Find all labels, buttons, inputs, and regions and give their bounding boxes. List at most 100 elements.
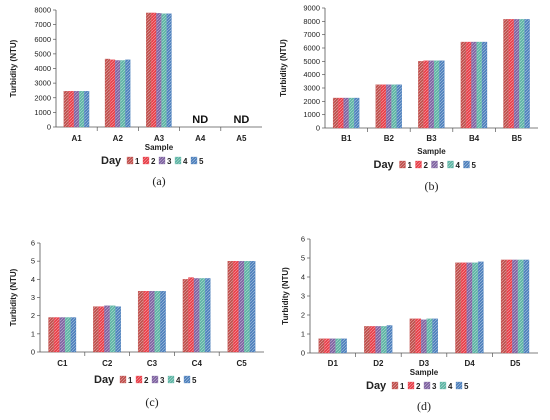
bar-B2-day-4 bbox=[391, 84, 397, 129]
y-tick-label: 5 bbox=[301, 254, 305, 263]
x-tick-label: D5 bbox=[510, 359, 521, 368]
bar-A1-day-4 bbox=[79, 91, 85, 128]
bar-C1-day-5 bbox=[70, 317, 77, 353]
bar-D5-day-5 bbox=[523, 259, 530, 354]
x-tick-label: A1 bbox=[71, 134, 82, 143]
y-tick-label: 6000 bbox=[303, 44, 320, 53]
bar-A1-day-1 bbox=[63, 91, 69, 128]
legend-swatch-1 bbox=[391, 381, 399, 390]
legend-swatch-1 bbox=[119, 375, 127, 384]
legend-label-4: 4 bbox=[456, 161, 461, 170]
y-tick-label: 3 bbox=[301, 292, 305, 301]
legend-label-5: 5 bbox=[192, 376, 197, 385]
bar-B3-day-4 bbox=[433, 60, 440, 129]
legend-label-1: 1 bbox=[400, 382, 405, 391]
bar-D1-day-3 bbox=[329, 338, 336, 354]
legend-swatch-2 bbox=[407, 381, 415, 390]
y-tick-label: 1 bbox=[31, 329, 35, 338]
bar-D1-day-1 bbox=[318, 338, 325, 354]
bar-B4-day-1 bbox=[460, 41, 467, 129]
y-tick-label: 2 bbox=[31, 311, 35, 320]
bar-B5-day-3 bbox=[513, 19, 520, 129]
bar-A3-day-5 bbox=[166, 13, 172, 128]
chart-panel-2: 0 1000 2000 3000 4000 5000 6000 7000 8000 9000 Tur… bbox=[279, 4, 538, 193]
legend-swatch-2 bbox=[415, 160, 422, 169]
x-tick-label: D1 bbox=[328, 359, 339, 368]
bar-C1-day-3 bbox=[59, 317, 66, 353]
x-axis-label: Sample bbox=[410, 368, 439, 377]
bar-B3-day-2 bbox=[423, 60, 429, 129]
bar-C2-day-1 bbox=[93, 306, 99, 353]
y-tick-label: 6 bbox=[31, 239, 35, 248]
bar-A2-day-4 bbox=[120, 60, 126, 128]
y-tick-label: 1 bbox=[301, 330, 305, 339]
bar-B4-day-3 bbox=[471, 41, 477, 129]
x-tick-label: C4 bbox=[192, 359, 203, 368]
bar-D5-day-4 bbox=[517, 259, 524, 354]
bar-B1-day-2 bbox=[338, 97, 344, 129]
bar-C3-day-3 bbox=[149, 290, 155, 353]
bar-B4-day-2 bbox=[466, 41, 472, 129]
legend-swatch-3 bbox=[151, 375, 159, 384]
panel-label: (c) bbox=[145, 395, 158, 409]
annotation-A4: ND bbox=[192, 114, 208, 126]
y-tick-label: 6 bbox=[301, 235, 305, 244]
x-tick-label: D4 bbox=[464, 359, 475, 368]
bar-C2-day-3 bbox=[104, 305, 110, 353]
bar-D5-day-2 bbox=[506, 259, 513, 354]
bar-B2-day-5 bbox=[396, 84, 402, 129]
bar-D1-day-4 bbox=[335, 338, 342, 354]
bar-C2-day-4 bbox=[109, 305, 116, 353]
legend-label-2: 2 bbox=[144, 376, 149, 385]
y-tick-label: 5000 bbox=[303, 57, 320, 66]
bar-C5-day-1 bbox=[227, 261, 234, 353]
y-axis-label: Turbidity (NTU) bbox=[281, 267, 290, 325]
y-tick-label: 7000 bbox=[34, 20, 51, 29]
bar-A1-day-5 bbox=[84, 91, 90, 128]
legend-label-1: 1 bbox=[135, 157, 140, 166]
y-tick-label: 2000 bbox=[34, 93, 51, 102]
bar-D3-day-3 bbox=[421, 319, 427, 354]
legend-label-4: 4 bbox=[448, 382, 453, 391]
bar-D3-day-2 bbox=[415, 318, 422, 354]
y-tick-label: 3000 bbox=[34, 79, 51, 88]
x-axis-label: Sample bbox=[417, 147, 446, 156]
bar-B1-day-4 bbox=[348, 97, 355, 129]
legend-swatch-2 bbox=[135, 375, 143, 384]
y-tick-label: 5000 bbox=[34, 49, 51, 58]
legend: Day 1 2 3 4 5 bbox=[94, 374, 197, 386]
bar-C3-day-5 bbox=[160, 290, 166, 353]
bar-B2-day-1 bbox=[375, 84, 381, 129]
legend-label-2: 2 bbox=[416, 382, 421, 391]
bar-B3-day-5 bbox=[439, 60, 445, 129]
bar-B5-day-5 bbox=[524, 19, 530, 129]
legend-swatch-2 bbox=[142, 156, 150, 165]
legend-swatch-4 bbox=[174, 156, 182, 165]
x-tick-label: D2 bbox=[373, 359, 384, 368]
x-tick-label: B2 bbox=[384, 134, 395, 143]
annotation-A5: ND bbox=[233, 114, 249, 126]
bar-B1-day-1 bbox=[332, 97, 339, 129]
y-tick-label: 4000 bbox=[34, 64, 51, 73]
legend-swatch-1 bbox=[399, 160, 406, 169]
y-tick-label: 2000 bbox=[303, 97, 320, 106]
x-tick-label: B1 bbox=[341, 134, 352, 143]
y-tick-label: 1000 bbox=[303, 110, 320, 119]
bar-A2-day-1 bbox=[104, 58, 110, 128]
y-axis-label: Turbidity (NTU) bbox=[279, 39, 288, 97]
legend: Day 1 2 3 4 5 bbox=[374, 159, 477, 171]
y-tick-label: 3000 bbox=[303, 84, 320, 93]
y-tick-label: 0 bbox=[301, 349, 305, 358]
legend-swatch-5 bbox=[190, 156, 198, 165]
bar-C1-day-4 bbox=[65, 317, 71, 353]
x-tick-label: B5 bbox=[512, 134, 523, 143]
bar-C5-day-4 bbox=[244, 261, 250, 353]
legend-title: Day bbox=[101, 155, 122, 167]
x-tick-label: A2 bbox=[113, 134, 124, 143]
bar-B3-day-3 bbox=[428, 60, 434, 129]
bar-D2-day-3 bbox=[375, 326, 382, 354]
bar-C4-day-4 bbox=[199, 278, 205, 353]
bar-D3-day-4 bbox=[426, 318, 433, 354]
legend-swatch-5 bbox=[183, 375, 191, 384]
legend-label-5: 5 bbox=[472, 161, 477, 170]
